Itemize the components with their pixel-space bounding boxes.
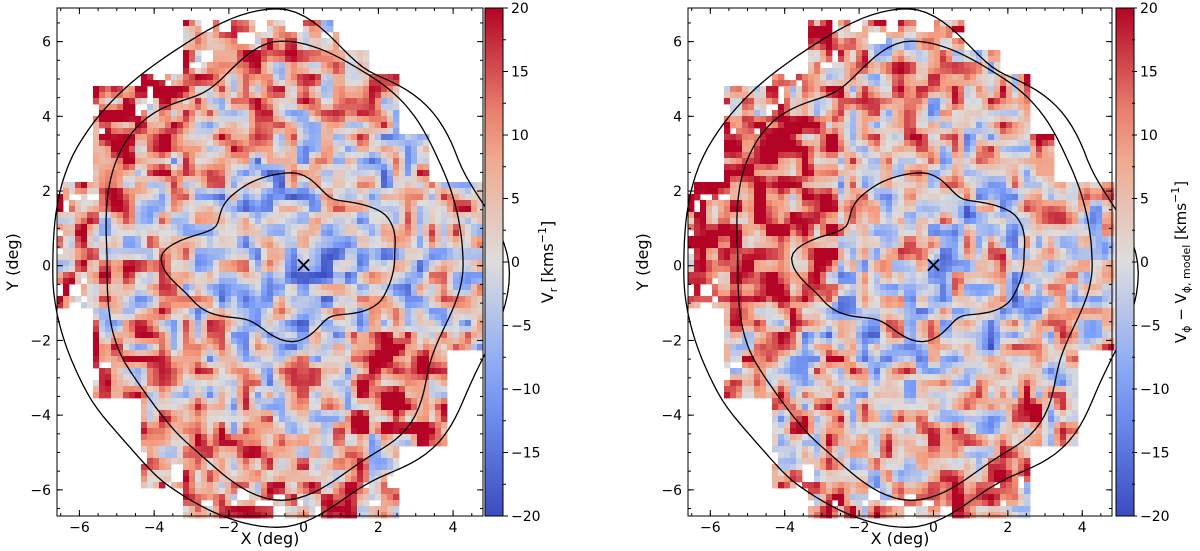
right-cb-sub2: ϕ, model (1180, 245, 1193, 294)
r-ytick-label: 0 (673, 259, 682, 275)
r-colorbar-tick-label: 15 (1140, 65, 1158, 81)
left-colorbar-label: Vr [kms−1] (536, 221, 560, 303)
r-ytick-label: −2 (661, 333, 682, 349)
left-cb-exp: −1 (536, 227, 549, 243)
l-ytick-label: 0 (42, 259, 51, 275)
right-colorbar-ticks: −20 −15 −10 −5 0 5 10 15 20 (1132, 1, 1170, 525)
right-cb-sub: ϕ (1180, 326, 1193, 333)
right-ylabel: Y (deg) (633, 233, 652, 292)
r-colorbar-tick-label: −15 (1140, 446, 1170, 462)
right-cb-exp: −1 (1169, 187, 1182, 203)
left-colorbar-ticks: −20 −15 −10 −5 0 5 10 15 20 (503, 1, 541, 525)
l-colorbar-tick-label: 0 (511, 255, 520, 271)
right-plot-frame (687, 7, 1113, 517)
l-xtick-label: 4 (449, 520, 458, 536)
l-ytick-label: −4 (30, 408, 51, 424)
right-heatmap-layer (688, 20, 1115, 519)
l-ytick-label: 6 (42, 35, 51, 51)
l-colorbar-tick-label: −15 (511, 446, 541, 462)
left-ticks: −6 −4 −2 0 2 4 −6 −4 −2 0 2 4 6 (30, 8, 483, 536)
r-colorbar-tick-label: −20 (1140, 509, 1170, 525)
r-colorbar-tick-label: −5 (1140, 319, 1161, 335)
r-colorbar-tick-label: 20 (1140, 1, 1158, 17)
l-colorbar-tick-label: 10 (511, 128, 529, 144)
left-heatmap-layer (57, 20, 484, 519)
left-colorbar (484, 7, 504, 517)
left-cb-v: V (538, 292, 557, 303)
l-colorbar-tick-label: 20 (511, 1, 529, 17)
left-cb-unit: [kms (538, 243, 557, 288)
right-colorbar-label: Vϕ − Vϕ, model [kms−1] (1169, 181, 1193, 343)
right-contours (683, 8, 1139, 528)
r-xtick-label: 0 (929, 520, 938, 536)
left-ylabel: Y (deg) (3, 233, 22, 292)
left-cb-sub: r (547, 287, 560, 292)
l-ytick-label: −6 (30, 483, 51, 499)
r-xtick-label: −4 (774, 520, 795, 536)
r-ytick-label: −6 (661, 483, 682, 499)
l-colorbar-tick-label: −10 (511, 382, 541, 398)
right-colorbar (1115, 7, 1135, 517)
l-ytick-label: 2 (42, 184, 51, 200)
r-xtick-label: 2 (1003, 520, 1012, 536)
l-ytick-label: 4 (42, 109, 51, 125)
left-cb-close: ] (538, 221, 557, 227)
l-xtick-label: −6 (69, 520, 90, 536)
r-xtick-label: −6 (700, 520, 721, 536)
r-colorbar-tick-label: −10 (1140, 382, 1170, 398)
right-cb-mid: − V (1172, 292, 1190, 325)
r-xtick-label: −2 (849, 520, 870, 536)
r-xtick-label: 4 (1078, 520, 1087, 536)
r-ytick-label: 4 (673, 109, 682, 125)
right-cb-v: V (1172, 332, 1190, 343)
left-xlabel: X (deg) (241, 529, 300, 548)
left-plot-frame (56, 7, 484, 517)
right-center-marker: × (924, 253, 942, 278)
l-ytick-label: −2 (30, 333, 51, 349)
right-xlabel: X (deg) (871, 529, 930, 548)
r-ytick-label: −4 (661, 408, 682, 424)
left-contours (52, 8, 511, 528)
l-xtick-label: −4 (144, 520, 165, 536)
l-xtick-label: 0 (299, 520, 308, 536)
r-colorbar-tick-label: 10 (1140, 128, 1158, 144)
r-colorbar-tick-label: 0 (1140, 255, 1149, 271)
l-xtick-label: −2 (219, 520, 240, 536)
l-xtick-label: 2 (374, 520, 383, 536)
r-ytick-label: 6 (673, 35, 682, 51)
r-colorbar-tick-label: 5 (1140, 192, 1149, 208)
r-ytick-label: 2 (673, 184, 682, 200)
l-colorbar-tick-label: −20 (511, 509, 541, 525)
l-colorbar-tick-label: 15 (511, 65, 529, 81)
left-center-marker: × (294, 253, 312, 278)
l-colorbar-tick-label: 5 (511, 192, 520, 208)
right-cb-unit: [kms (1172, 203, 1190, 245)
right-cb-close: ] (1172, 181, 1190, 187)
l-colorbar-tick-label: −5 (511, 319, 532, 335)
